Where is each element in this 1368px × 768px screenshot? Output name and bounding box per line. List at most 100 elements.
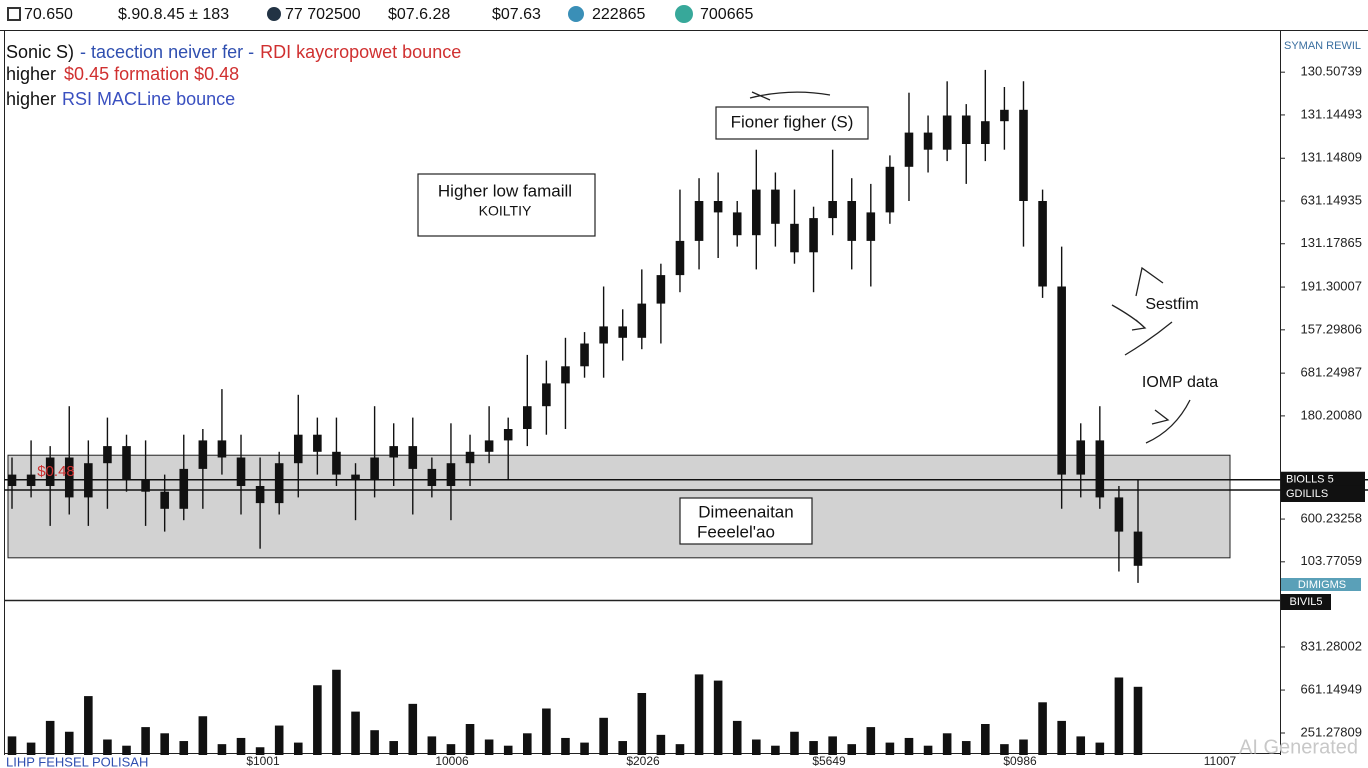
candle-body bbox=[885, 166, 895, 213]
candle-body bbox=[465, 451, 475, 464]
volume-bar bbox=[732, 720, 742, 755]
subtitle-part: $0.45 formation $0.48 bbox=[64, 64, 239, 84]
candle-body bbox=[389, 446, 398, 458]
candle-body bbox=[351, 474, 360, 481]
candle-body bbox=[1019, 109, 1028, 201]
annotation-box bbox=[679, 497, 813, 545]
volume-bar bbox=[675, 744, 685, 755]
candle-body bbox=[236, 457, 246, 486]
annotation: $0.48 bbox=[37, 463, 75, 480]
volume-bar bbox=[484, 739, 494, 755]
candle-body bbox=[1133, 531, 1143, 566]
volume-bar bbox=[522, 733, 532, 755]
volume-bar bbox=[1133, 686, 1143, 755]
candle-body bbox=[26, 474, 36, 486]
y2-tick-label: 251.27809 bbox=[1301, 724, 1362, 739]
title-part: RDI kaycropowet bounce bbox=[260, 42, 461, 62]
candle-body bbox=[1038, 201, 1047, 287]
consolidation-zone bbox=[7, 454, 1231, 559]
candle-body bbox=[847, 201, 857, 241]
volume-bar bbox=[236, 737, 246, 755]
candle-body bbox=[1095, 440, 1105, 498]
volume-bar bbox=[45, 720, 55, 755]
volume-bar bbox=[790, 731, 799, 755]
y-tick-label: 157.29806 bbox=[1301, 321, 1362, 336]
candle-body bbox=[370, 457, 379, 481]
axis-label-box bbox=[1281, 578, 1361, 591]
candle-body bbox=[713, 201, 723, 213]
volume-bar bbox=[828, 736, 837, 755]
y-tick-label: 681.24987 bbox=[1301, 365, 1362, 380]
volume-bar bbox=[26, 742, 36, 755]
volume-bar bbox=[656, 734, 666, 755]
icon bbox=[7, 7, 21, 21]
volume-bar bbox=[351, 711, 360, 755]
candle-body bbox=[542, 383, 551, 407]
volume-bar bbox=[217, 744, 227, 755]
candle-body bbox=[752, 189, 761, 236]
volume-bar bbox=[7, 736, 17, 755]
volume-bar bbox=[198, 716, 208, 755]
volume-bar bbox=[809, 741, 818, 755]
icon bbox=[267, 7, 281, 21]
footer-label: LIHP FEHSEL POLISAH bbox=[6, 754, 148, 768]
title-part: Sonic S) bbox=[6, 42, 74, 62]
candle-body bbox=[1000, 109, 1009, 122]
volume-bar bbox=[752, 739, 761, 755]
candle-body bbox=[923, 132, 933, 150]
annotation-box bbox=[417, 173, 596, 237]
candle-body bbox=[618, 326, 628, 338]
toolbar-value: 77 702500 bbox=[285, 6, 361, 23]
candle-body bbox=[427, 468, 437, 486]
annotation: KOILTIY bbox=[479, 203, 532, 219]
volume-bar bbox=[313, 685, 322, 755]
volume-bar bbox=[332, 669, 341, 755]
annotation-arrow bbox=[749, 91, 831, 101]
candle-body bbox=[637, 303, 647, 338]
candle-body bbox=[961, 115, 971, 144]
candle-body bbox=[1057, 286, 1066, 475]
candle-body bbox=[904, 132, 914, 167]
y-tick-label: 131.17865 bbox=[1301, 235, 1362, 250]
annotation-arrow bbox=[1124, 321, 1173, 356]
x-tick-label: $1001 bbox=[246, 754, 280, 768]
volume-bar bbox=[179, 741, 189, 755]
candle-body bbox=[599, 326, 608, 344]
subtitle: higher RSI MACLine bounce bbox=[6, 89, 235, 109]
candle-body bbox=[313, 434, 322, 452]
volume-bar bbox=[293, 742, 303, 755]
volume-bar bbox=[923, 745, 933, 755]
candle-body bbox=[45, 457, 55, 486]
volume-bar bbox=[1095, 742, 1105, 755]
icon bbox=[675, 5, 693, 23]
y-tick-label: 191.30007 bbox=[1301, 279, 1362, 294]
candle-body bbox=[408, 446, 418, 469]
candle-body bbox=[217, 440, 227, 458]
candle-body bbox=[1114, 497, 1124, 532]
volume-bar bbox=[713, 680, 723, 755]
volume-bar bbox=[599, 717, 608, 755]
corner-label: SYMAN REWIL bbox=[1284, 40, 1361, 52]
candle-body bbox=[332, 451, 341, 475]
volume-bar bbox=[694, 674, 704, 755]
candle-body bbox=[198, 440, 208, 469]
volume-bar bbox=[904, 737, 914, 755]
x-tick-label: $5649 bbox=[812, 754, 846, 768]
annotation-arrow bbox=[1145, 399, 1191, 444]
volume-bar bbox=[255, 747, 265, 755]
candle-body bbox=[771, 189, 780, 224]
annotation: BIVIL5 bbox=[1289, 596, 1322, 608]
subtitle: higher $0.45 formation $0.48 bbox=[6, 64, 239, 84]
volume-bar bbox=[847, 744, 857, 755]
toolbar-value: 222865 bbox=[592, 6, 645, 23]
volume-bar bbox=[1076, 736, 1086, 755]
axis-label-box bbox=[1281, 594, 1331, 610]
candle-body bbox=[255, 486, 265, 504]
candle-body bbox=[656, 275, 666, 304]
candle-body bbox=[694, 201, 704, 241]
volume-bar bbox=[1057, 720, 1066, 755]
candle-body bbox=[179, 468, 189, 509]
x-tick-label: 11007 bbox=[1204, 754, 1237, 768]
title-part: - tacection neiver fer - bbox=[80, 42, 254, 62]
